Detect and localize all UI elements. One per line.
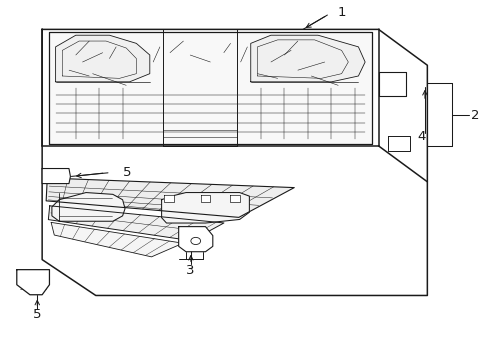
Polygon shape [229, 195, 239, 202]
Polygon shape [17, 270, 49, 295]
Polygon shape [52, 193, 125, 221]
Polygon shape [163, 195, 173, 202]
Polygon shape [56, 35, 149, 82]
Polygon shape [49, 32, 371, 144]
Text: 2: 2 [470, 109, 479, 122]
Text: 5: 5 [122, 166, 131, 179]
Polygon shape [48, 206, 224, 241]
Polygon shape [42, 168, 70, 184]
Text: 5: 5 [33, 308, 41, 321]
Polygon shape [250, 35, 365, 82]
Text: 3: 3 [185, 264, 194, 277]
Polygon shape [200, 195, 210, 202]
Polygon shape [378, 72, 406, 96]
Text: 1: 1 [336, 6, 345, 19]
Polygon shape [51, 222, 183, 257]
Polygon shape [42, 30, 427, 296]
Polygon shape [46, 178, 294, 217]
Polygon shape [161, 193, 249, 223]
Text: 4: 4 [416, 130, 425, 144]
Polygon shape [178, 226, 212, 252]
Polygon shape [387, 136, 409, 150]
